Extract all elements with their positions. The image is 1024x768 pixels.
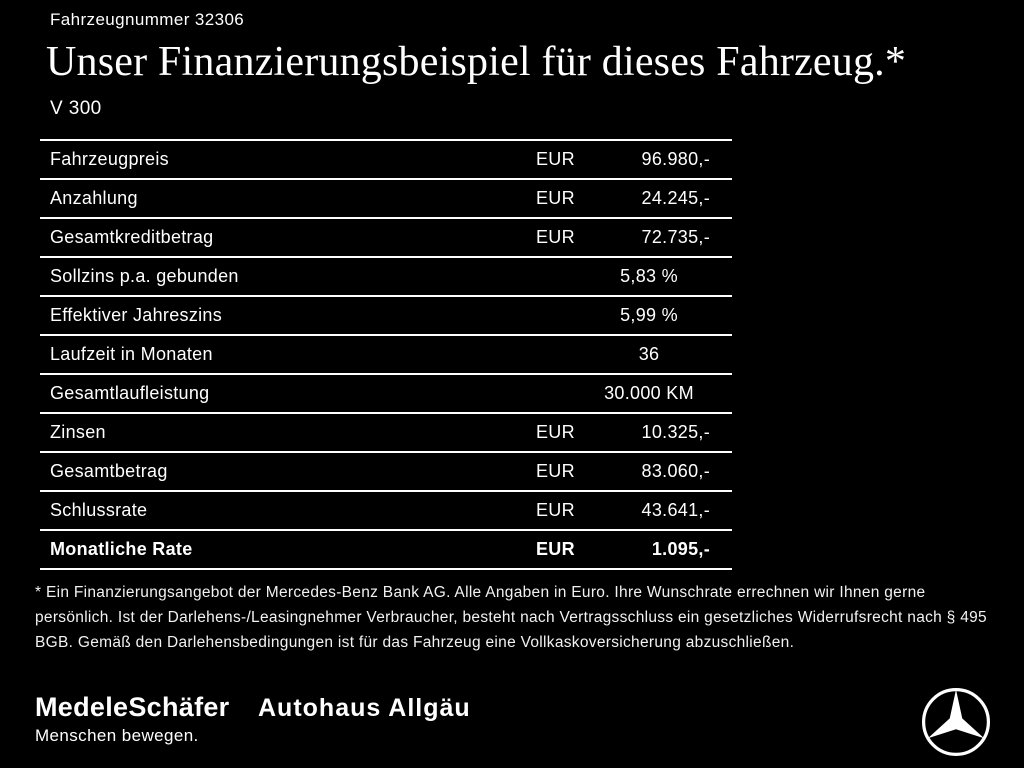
page-title: Unser Finanzierungsbeispiel für dieses F… [46,39,907,85]
row-label: Gesamtkreditbetrag [50,227,214,247]
row-label: Sollzins p.a. gebunden [50,266,239,286]
row-currency: EUR [536,500,575,520]
row-value: 30.000 KM [604,383,694,403]
row-value: 1.095,- [651,539,710,559]
vehicle-model: V 300 [50,98,102,119]
row-label: Gesamtbetrag [50,461,168,481]
vehicle-number: Fahrzeugnummer 32306 [50,10,245,29]
table-row: Fahrzeugpreis EUR 96.980,- [40,139,732,178]
footnote-text: * Ein Finanzierungsangebot der Mercedes-… [35,584,987,652]
table-row: Gesamtbetrag EUR 83.060,- [40,451,732,490]
table-row: Gesamtkreditbetrag EUR 72.735,- [40,217,732,256]
table-row: Effektiver Jahreszins 5,99 % [40,295,732,334]
table-row: Schlussrate EUR 43.641,- [40,490,732,529]
row-label: Monatliche Rate [50,539,193,559]
footer-tagline: Menschen bewegen. [35,726,199,745]
row-value: 83.060,- [641,461,710,481]
row-label: Gesamtlaufleistung [50,383,210,403]
row-currency: EUR [536,149,575,169]
table-row: Monatliche Rate EUR 1.095,- [40,529,732,570]
row-value: 43.641,- [641,500,710,520]
row-value: 5,99 % [620,305,678,325]
table-row: Sollzins p.a. gebunden 5,83 % [40,256,732,295]
dealer-logo-medeleschaefer: MedeleSchäfer [35,692,230,722]
finance-table: Fahrzeugpreis EUR 96.980,- Anzahlung EUR 24.2… [40,139,732,570]
row-value: 10.325,- [641,422,710,442]
row-value: 96.980,- [641,149,710,169]
row-currency: EUR [536,461,575,481]
row-value: 5,83 % [620,266,678,286]
mercedes-star-icon [921,687,991,757]
table-row: Gesamtlaufleistung 30.000 KM [40,373,732,412]
table-row: Zinsen EUR 10.325,- [40,412,732,451]
row-currency: EUR [536,188,575,208]
row-value: 36 [638,344,660,364]
dealer-logo-autohaus-allgaeu: Autohaus Allgäu [258,694,471,722]
table-row: Laufzeit in Monaten 36 [40,334,732,373]
row-currency: EUR [536,539,575,559]
row-label: Zinsen [50,422,106,442]
row-currency: EUR [536,227,575,247]
row-label: Effektiver Jahreszins [50,305,223,325]
row-value: 24.245,- [641,188,710,208]
table-row: Anzahlung EUR 24.245,- [40,178,732,217]
row-label: Anzahlung [50,188,138,208]
row-currency: EUR [536,422,575,442]
row-value: 72.735,- [641,227,710,247]
footer: MedeleSchäfer Autohaus Allgäu Menschen b… [0,678,1024,768]
row-label: Laufzeit in Monaten [50,344,213,364]
row-label: Fahrzeugpreis [50,149,169,169]
row-label: Schlussrate [50,500,148,520]
